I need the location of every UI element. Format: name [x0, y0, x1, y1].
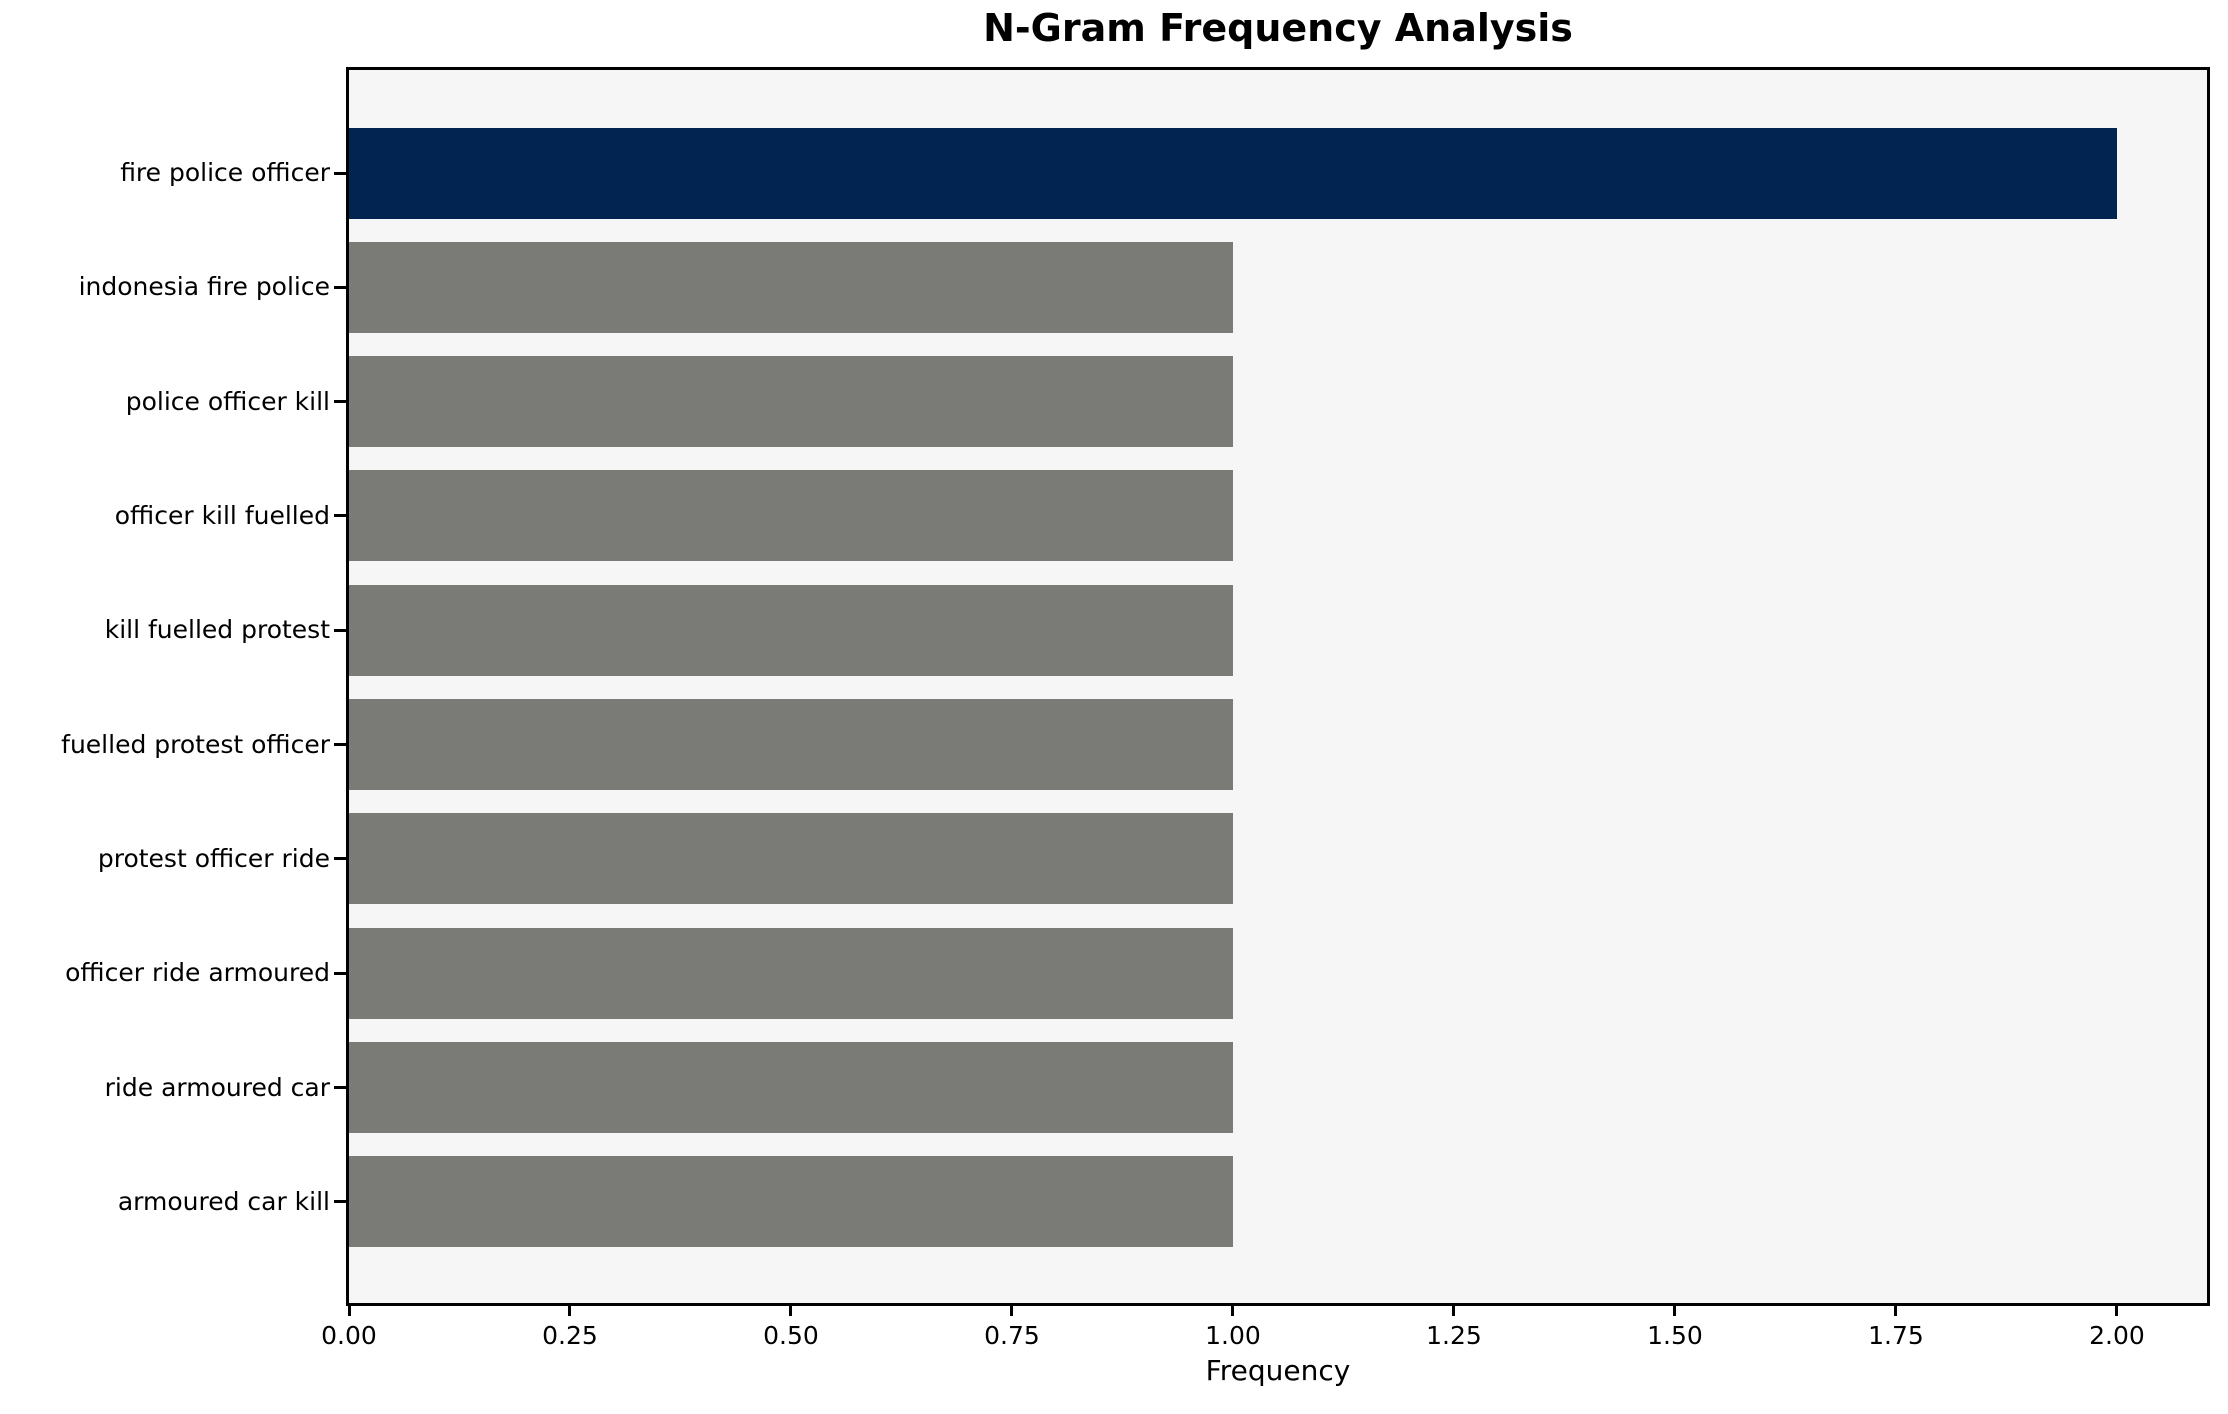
x-tick-label: 1.00 [1205, 1321, 1261, 1350]
x-tick-mark [1894, 1303, 1897, 1316]
x-tick-label: 1.75 [1868, 1321, 1924, 1350]
y-tick-label: armoured car kill [117, 1187, 330, 1216]
bar [349, 128, 2117, 219]
y-tick-mark [334, 972, 347, 975]
y-tick-label: officer kill fuelled [114, 501, 330, 530]
bar [349, 928, 1233, 1019]
y-tick-label: fuelled protest officer [61, 730, 330, 759]
x-tick-mark [789, 1303, 792, 1316]
plot-area [346, 67, 2210, 1306]
x-tick-mark [1673, 1303, 1676, 1316]
bar [349, 1042, 1233, 1133]
bar [349, 585, 1233, 676]
chart-title: N-Gram Frequency Analysis [983, 6, 1573, 50]
y-tick-mark [334, 1200, 347, 1203]
x-tick-mark [348, 1303, 351, 1316]
x-axis-label: Frequency [1205, 1354, 1351, 1387]
x-tick-mark [1010, 1303, 1013, 1316]
bar [349, 813, 1233, 904]
y-tick-label: police officer kill [125, 387, 330, 416]
y-tick-label: indonesia fire police [78, 272, 330, 301]
y-tick-label: officer ride armoured [65, 958, 330, 987]
y-tick-mark [334, 629, 347, 632]
y-tick-label: protest officer ride [97, 844, 330, 873]
x-tick-label: 0.50 [763, 1321, 819, 1350]
y-tick-mark [334, 172, 347, 175]
y-tick-mark [334, 286, 347, 289]
y-tick-mark [334, 514, 347, 517]
y-tick-label: fire police officer [120, 158, 330, 187]
x-tick-label: 1.25 [1426, 1321, 1482, 1350]
y-tick-label: ride armoured car [104, 1073, 330, 1102]
y-tick-mark [334, 743, 347, 746]
y-tick-mark [334, 857, 347, 860]
x-tick-label: 0.00 [321, 1321, 377, 1350]
x-tick-mark [2115, 1303, 2118, 1316]
bar [349, 356, 1233, 447]
bar [349, 699, 1233, 790]
y-tick-mark [334, 1086, 347, 1089]
x-tick-mark [1231, 1303, 1234, 1316]
bar [349, 242, 1233, 333]
x-tick-label: 2.00 [2089, 1321, 2145, 1350]
x-tick-label: 0.25 [542, 1321, 598, 1350]
x-tick-mark [568, 1303, 571, 1316]
bar [349, 1156, 1233, 1247]
x-tick-label: 0.75 [984, 1321, 1040, 1350]
x-tick-mark [1452, 1303, 1455, 1316]
y-tick-mark [334, 400, 347, 403]
y-tick-label: kill fuelled protest [104, 615, 330, 644]
bar [349, 470, 1233, 561]
x-tick-label: 1.50 [1647, 1321, 1703, 1350]
